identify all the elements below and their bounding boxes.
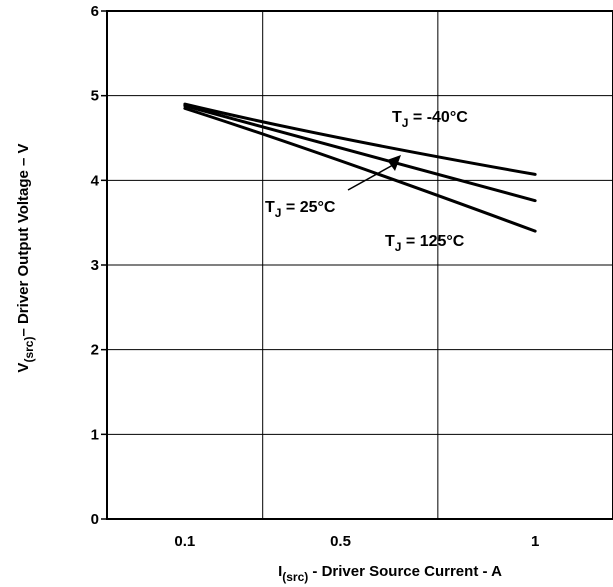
leader-line	[347, 164, 394, 191]
y-axis-label-sub: (src)	[22, 337, 36, 363]
plot-frame	[106, 10, 613, 520]
x-axis-label-main: I	[278, 563, 282, 580]
series-line-1	[183, 102, 537, 176]
y-tick-label: 0	[91, 511, 99, 528]
series-label-1: TJ = -40°C	[392, 109, 468, 130]
series-line-3	[183, 106, 537, 233]
y-tick-label: 5	[91, 88, 99, 105]
y-axis-label: V(src)– Driver Output Voltage – V	[15, 143, 36, 372]
curves	[183, 102, 537, 233]
leader-arrowhead	[387, 155, 401, 171]
annotations: TJ = -40°C TJ = 25°C TJ = 125°C	[265, 109, 468, 254]
y-tick-label: 6	[91, 3, 99, 20]
y-tick-label: 1	[91, 426, 99, 443]
y-tick-label: 4	[91, 172, 100, 189]
x-tick-label: 1	[531, 533, 539, 550]
y-axis-label-rest: – Driver Output Voltage – V	[15, 143, 32, 336]
ticks: 0 1 2 3 4 5 6 0.1 0.5 1	[91, 3, 540, 550]
series-label-2: TJ = 25°C	[265, 199, 336, 220]
y-tick-label: 2	[91, 342, 99, 359]
grid	[107, 11, 613, 519]
x-tick-label: 0.1	[174, 533, 195, 550]
series-label-3: TJ = 125°C	[385, 233, 465, 254]
x-axis-label-sub: (src)	[282, 570, 308, 584]
y-tick-label: 3	[91, 257, 99, 274]
x-axis-label-rest: - Driver Source Current - A	[308, 563, 502, 580]
x-axis-label: I(src) - Driver Source Current - A	[278, 563, 502, 584]
x-tick-label: 0.5	[330, 533, 351, 550]
y-axis-label-main: V	[15, 363, 32, 373]
series-line-2	[183, 104, 537, 203]
